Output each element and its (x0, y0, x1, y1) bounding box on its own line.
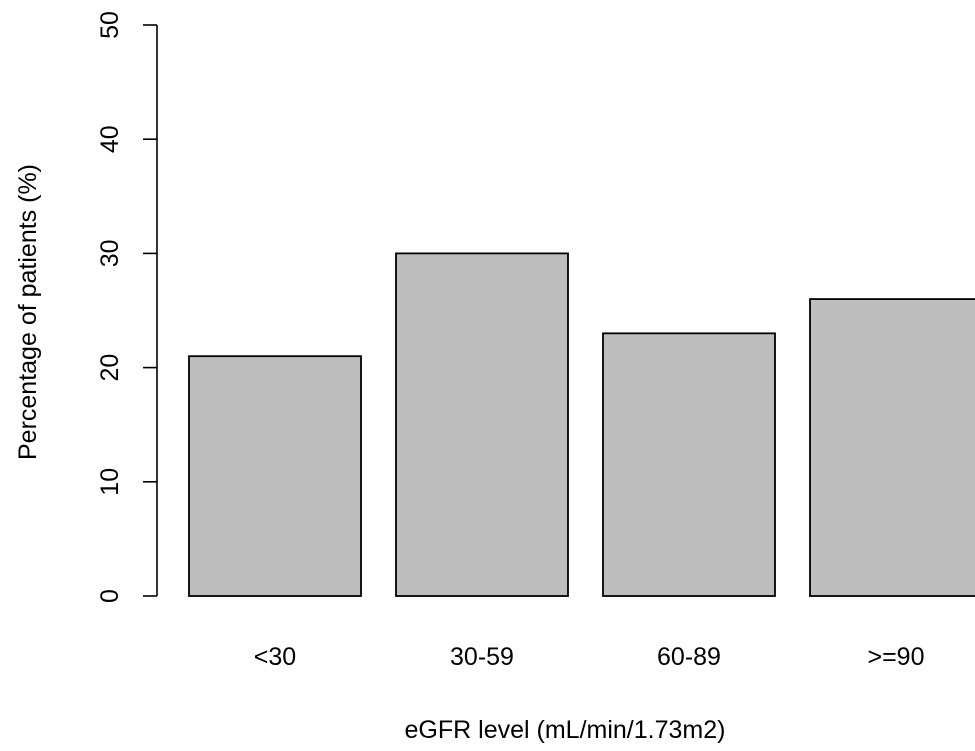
y-tick-label: 0 (96, 589, 124, 603)
x-tick-labels: <30 30-59 60-89 >=90 (254, 643, 925, 671)
bar (395, 252, 569, 597)
x-axis-title: eGFR level (mL/min/1.73m2) (405, 716, 726, 744)
x-tick-label: 60-89 (657, 643, 721, 671)
bar (188, 355, 362, 597)
x-tick-label: >=90 (867, 643, 924, 671)
y-axis-title: Percentage of patients (%) (14, 164, 42, 460)
y-axis: 0 10 20 30 40 50 (96, 11, 158, 603)
bar (809, 298, 975, 597)
y-tick-label: 20 (96, 354, 124, 382)
x-tick-label: 30-59 (450, 643, 514, 671)
y-tick-label: 50 (96, 11, 124, 39)
y-tick-label: 10 (96, 468, 124, 496)
bars (188, 252, 975, 597)
x-tick-label: <30 (254, 643, 296, 671)
bar (602, 332, 776, 597)
y-tick-label: 30 (96, 239, 124, 267)
y-tick-label: 40 (96, 125, 124, 153)
